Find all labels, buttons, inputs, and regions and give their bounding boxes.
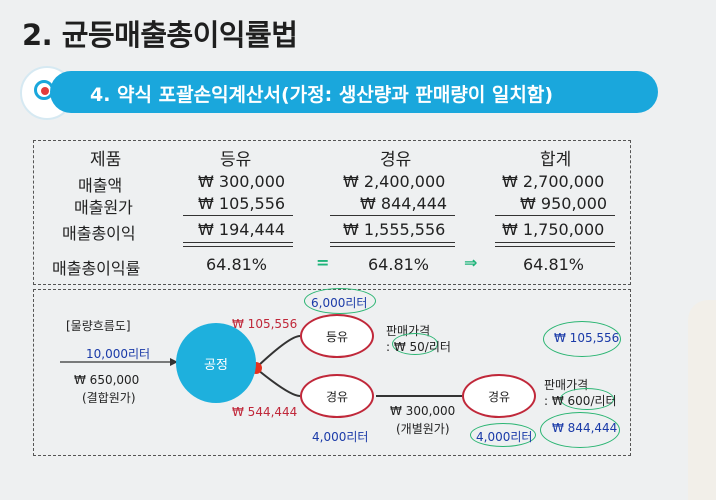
highlight-circle [540,412,620,448]
flow-label: [물량흐름도] [66,319,131,333]
additional-cost: ₩ 300,000 [390,404,456,418]
header-total: 합계 [540,150,572,170]
cell-value: 64.81% [206,255,268,274]
kerosene-price: : ₩ 50/리터 [386,340,451,354]
total-double-line [495,242,615,247]
highlight-circle [392,333,438,355]
diesel-node: 경유 [300,374,374,418]
row-label: 매출액 [78,176,123,195]
header-diesel: 경유 [380,150,412,170]
joint-cost: ₩ 650,000 [74,373,140,387]
highlight-circle [560,388,614,410]
kerosene-quantity: 6,000리터 [311,296,368,310]
cell-value: ₩ 2,700,000 [502,172,605,191]
subtotal-line [495,215,615,216]
equals-mark: = [316,253,330,272]
subtotal-line [183,215,293,216]
row-label: 매출총이익률 [52,259,141,278]
highlight-circle [470,423,536,447]
cell-value: ₩ 1,555,556 [343,220,446,239]
diesel-cost-total: ₩ 844,444 [552,421,618,435]
cell-value: 64.81% [368,255,430,274]
presenter-silhouette [688,300,716,500]
cell-value: ₩ 844,444 [360,194,448,213]
page-title: 2. 균등매출총이익률법 [22,18,298,52]
additional-cost-note: (개별원가) [396,422,450,436]
diesel-price: : ₩ 600/리터 [544,394,617,408]
kerosene-cost-total: ₩ 105,556 [554,331,620,345]
highlight-circle [304,288,376,314]
cell-value: ₩ 1,750,000 [502,220,605,239]
cell-value: ₩ 2,400,000 [343,172,446,191]
row-label: 매출총이익 [62,224,136,243]
total-double-line [183,242,293,247]
highlight-circle [543,321,621,357]
header-kerosene: 등유 [220,150,252,170]
implies-mark: ⇒ [464,253,478,272]
joint-cost-note: (결합원가) [82,391,136,405]
diesel-quantity: 4,000리터 [312,430,369,444]
header-product: 제품 [90,150,122,170]
section-banner: 4. 약식 포괄손익계산서(가정: 생산량과 판매량이 일치함) [50,71,658,113]
income-statement-box [33,140,631,285]
total-double-line [330,242,455,247]
input-quantity: 10,000리터 [86,347,151,361]
kerosene-node: 등유 [300,314,374,358]
process-node: 공정 [176,323,256,403]
subtotal-line [330,215,455,216]
diesel-final-node: 경유 [462,374,536,418]
allocated-cost-diesel: ₩ 544,444 [232,405,298,419]
banner-text: 4. 약식 포괄손익계산서(가정: 생산량과 판매량이 일치함) [90,84,554,106]
cell-value: ₩ 300,000 [198,172,286,191]
cell-value: ₩ 105,556 [198,194,286,213]
allocated-cost-kerosene: ₩ 105,556 [232,317,298,331]
cell-value: ₩ 194,444 [198,220,286,239]
diesel-final-quantity: 4,000리터 [476,430,533,444]
cell-value: ₩ 950,000 [520,194,608,213]
row-label: 매출원가 [74,198,133,217]
cell-value: 64.81% [523,255,585,274]
